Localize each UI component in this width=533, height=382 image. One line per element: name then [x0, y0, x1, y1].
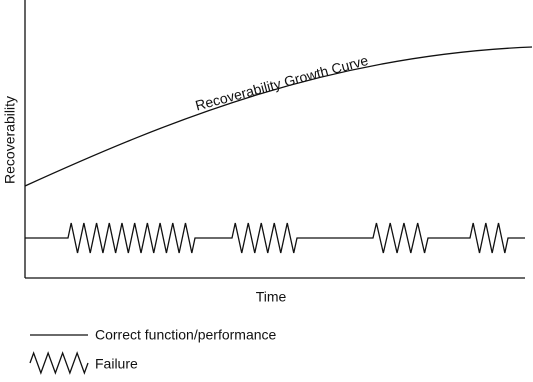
- x-axis-label: Time: [256, 289, 287, 305]
- growth-curve: [24, 46, 533, 187]
- legend-failure-icon: [29, 351, 89, 375]
- curve-label: Recoverability Growth Curve: [194, 52, 370, 114]
- legend-label: Correct function/performance: [95, 327, 277, 343]
- function-signal: [25, 222, 525, 254]
- y-axis-label: Recoverability: [2, 96, 18, 184]
- legend-label: Failure: [95, 356, 138, 372]
